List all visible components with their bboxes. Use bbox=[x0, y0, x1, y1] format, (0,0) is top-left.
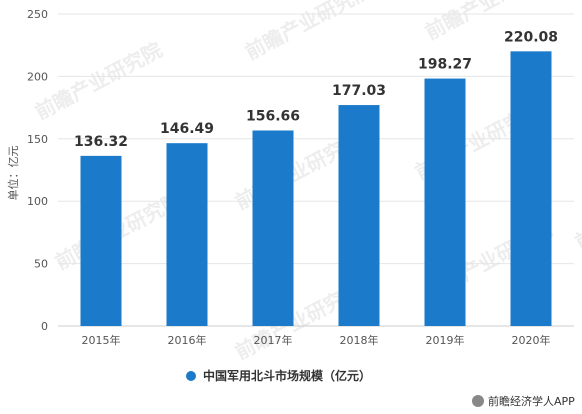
watermark-text: 前瞻产业研究院 bbox=[31, 37, 166, 124]
bar-2016年 bbox=[166, 143, 208, 326]
data-labels: 136.32 146.49 156.66 177.03 198.27 220.08 bbox=[74, 29, 558, 150]
legend-marker bbox=[186, 371, 196, 381]
bar-2020年 bbox=[510, 51, 552, 327]
y-tick-label: 150 bbox=[27, 133, 48, 146]
x-tick-label: 2019年 bbox=[426, 333, 465, 347]
x-tick-label: 2016年 bbox=[168, 333, 207, 347]
bar-2018年 bbox=[338, 105, 380, 326]
x-tick-label: 2017年 bbox=[254, 333, 293, 347]
source-credit: 前瞻经济学人APP bbox=[472, 394, 575, 408]
y-tick-label: 250 bbox=[27, 8, 48, 21]
x-axis-ticks: 2015年 2016年 2017年 2018年 2019年 2020年 bbox=[82, 333, 551, 347]
credit-text: 前瞻经济学人APP bbox=[488, 394, 575, 408]
y-tick-label: 50 bbox=[34, 258, 48, 271]
legend-label: 中国军用北斗市场规模（亿元） bbox=[203, 368, 371, 383]
credit-logo-icon bbox=[472, 395, 484, 407]
data-label: 136.32 bbox=[74, 134, 128, 150]
bar-2019年 bbox=[424, 78, 466, 326]
bar-2017年 bbox=[252, 130, 294, 326]
watermark-text: 前瞻产业研究院 bbox=[571, 167, 582, 254]
x-tick-label: 2015年 bbox=[82, 333, 121, 347]
y-tick-label: 100 bbox=[27, 195, 48, 208]
data-label: 177.03 bbox=[332, 83, 386, 99]
legend: 中国军用北斗市场规模（亿元） bbox=[186, 368, 371, 383]
y-axis-label: 单位：亿元 bbox=[6, 146, 20, 201]
data-label: 156.66 bbox=[246, 108, 300, 124]
y-tick-label: 200 bbox=[27, 70, 48, 83]
y-axis-ticks: 0 50 100 150 200 250 bbox=[27, 8, 48, 333]
gridlines bbox=[58, 13, 574, 265]
data-label: 198.27 bbox=[418, 57, 472, 73]
x-tick-label: 2020年 bbox=[512, 333, 551, 347]
data-label: 146.49 bbox=[160, 121, 214, 137]
bars bbox=[80, 51, 552, 327]
bar-2015年 bbox=[80, 155, 122, 326]
y-tick-label: 0 bbox=[41, 320, 48, 333]
data-label: 220.08 bbox=[504, 29, 558, 45]
watermark-text: 前瞻产业研究院 bbox=[241, 0, 376, 64]
x-tick-label: 2018年 bbox=[340, 333, 379, 347]
